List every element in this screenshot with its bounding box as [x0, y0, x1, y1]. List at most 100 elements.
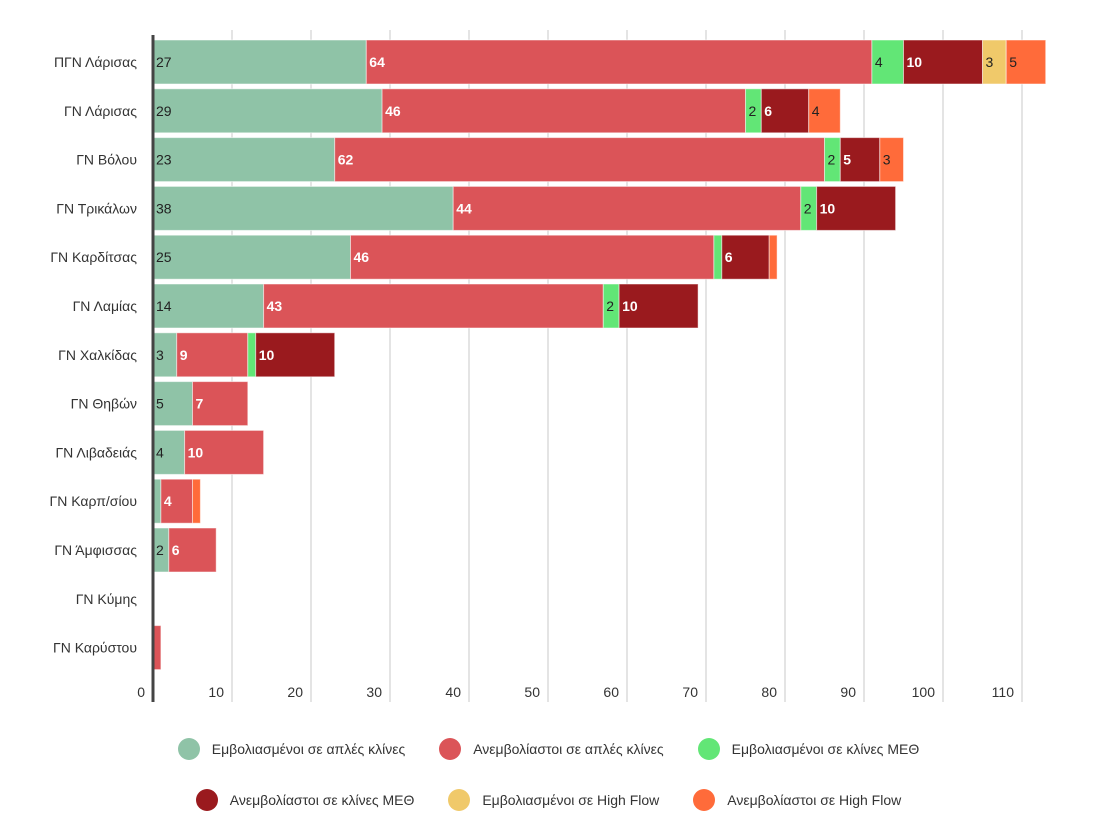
legend-swatch-icon — [697, 738, 720, 760]
legend-item[interactable]: Εμβολιασμένοι σε απλές κλίνες — [177, 738, 406, 760]
category-label: ΓΝ Χαλκίδας — [58, 347, 137, 363]
bar-segment — [1005, 39, 1047, 85]
bar-segment — [808, 88, 841, 134]
x-tick-label: 60 — [603, 684, 619, 700]
data-label: 6 — [725, 249, 733, 265]
bar-segment — [618, 283, 699, 329]
legend-item[interactable]: Εμβολιασμένοι σε κλίνες ΜΕΘ — [697, 738, 920, 760]
data-label: 38 — [156, 200, 172, 216]
data-label: 7 — [196, 396, 204, 412]
legend-item[interactable]: Ανεμβολίαστοι σε απλές κλίνες — [439, 738, 664, 760]
bar-segment — [152, 137, 336, 183]
legend-swatch-icon — [195, 789, 218, 811]
bar-segment — [192, 478, 201, 524]
data-label: 5 — [1009, 54, 1017, 70]
bar-segment — [871, 39, 905, 85]
data-label: 46 — [385, 103, 401, 119]
bar-segment — [816, 185, 897, 231]
legend-swatch-icon — [177, 738, 200, 760]
x-tick-label: 100 — [912, 684, 936, 700]
data-label: 62 — [338, 152, 354, 168]
legend-swatch-icon — [448, 789, 471, 811]
bar-segment — [168, 527, 217, 573]
legend-label: Ανεμβολίαστοι σε κλίνες ΜΕΘ — [229, 792, 415, 808]
category-label: ΓΝ Λαμίας — [73, 298, 138, 314]
legend-row-2: Ανεμβολίαστοι σε κλίνες ΜΕΘ Εμβολιασμένοι… — [0, 789, 1097, 811]
x-tick-label: 0 — [137, 684, 145, 700]
x-tick-label: 40 — [445, 684, 461, 700]
data-label: 43 — [267, 298, 283, 314]
legend-item[interactable]: Εμβολιασμένοι σε High Flow — [448, 789, 659, 811]
x-tick-label: 80 — [761, 684, 777, 700]
x-tick-label: 20 — [287, 684, 303, 700]
bar-segment — [160, 478, 193, 524]
data-label: 4 — [812, 103, 820, 119]
data-label: 6 — [172, 542, 180, 558]
data-label: 2 — [749, 103, 757, 119]
legend-label: Εμβολιασμένοι σε απλές κλίνες — [211, 741, 406, 757]
data-label: 25 — [156, 249, 172, 265]
data-label: 14 — [156, 298, 172, 314]
data-label: 3 — [883, 152, 891, 168]
x-tick-label: 110 — [992, 684, 1015, 700]
category-label: ΓΝ Βόλου — [76, 152, 137, 168]
x-tick-label: 50 — [524, 684, 540, 700]
bar-segment — [381, 88, 746, 134]
category-label: ΓΝ Κύμης — [76, 591, 138, 607]
x-tick-label: 30 — [366, 684, 382, 700]
bar-segment — [184, 429, 265, 475]
category-label: ΓΝ Καρδίτσας — [50, 249, 137, 265]
bar-segment — [452, 185, 802, 231]
data-label: 2 — [156, 542, 164, 558]
data-label: 3 — [986, 54, 994, 70]
data-label: 4 — [875, 54, 883, 70]
data-label: 10 — [820, 200, 836, 216]
legend-label: Ανεμβολίαστοι σε High Flow — [727, 792, 902, 808]
legend-label: Ανεμβολίαστοι σε απλές κλίνες — [473, 741, 664, 757]
data-label: 10 — [622, 298, 638, 314]
category-label: ΓΝ Λιβαδειάς — [55, 444, 137, 460]
x-tick-label: 10 — [208, 684, 224, 700]
data-label: 23 — [156, 152, 172, 168]
bar-segment — [152, 185, 454, 231]
data-label: 4 — [156, 444, 164, 460]
category-label: ΓΝ Λάρισας — [64, 103, 137, 119]
data-label: 44 — [456, 200, 472, 216]
bar-segment — [255, 332, 336, 378]
legend-label: Εμβολιασμένοι σε High Flow — [482, 792, 660, 808]
bar-segment — [350, 234, 715, 280]
legend-item[interactable]: Ανεμβολίαστοι σε κλίνες ΜΕΘ — [195, 789, 415, 811]
data-label: 5 — [156, 396, 164, 412]
category-label: ΓΝ Άμφισσας — [54, 542, 137, 558]
data-label: 10 — [188, 444, 204, 460]
bar-segment — [713, 234, 723, 280]
legend-label: Εμβολιασμένοι σε κλίνες ΜΕΘ — [731, 741, 920, 757]
legend-item[interactable]: Ανεμβολίαστοι σε High Flow — [693, 789, 901, 811]
data-label: 5 — [843, 152, 851, 168]
data-label: 2 — [606, 298, 614, 314]
bar-segment — [768, 234, 778, 280]
legend-swatch-icon — [693, 789, 716, 811]
data-label: 27 — [156, 54, 172, 70]
legend-swatch-icon — [439, 738, 462, 760]
bar-segment — [152, 39, 367, 85]
data-label: 64 — [369, 54, 385, 70]
data-label: 46 — [354, 249, 370, 265]
bar-segment — [247, 332, 257, 378]
bar-segment — [334, 137, 825, 183]
bar-segment — [903, 39, 983, 85]
category-label: ΓΝ Καρπ/σίου — [50, 493, 137, 509]
bar-segment — [839, 137, 881, 183]
data-label: 4 — [164, 493, 172, 509]
x-tick-label: 70 — [682, 684, 698, 700]
x-tick-label: 90 — [840, 684, 856, 700]
bar-segment — [879, 137, 904, 183]
bar-segment — [263, 283, 604, 329]
data-label: 10 — [907, 54, 923, 70]
category-label: ΓΝ Θηβών — [71, 396, 137, 412]
bar-segment — [721, 234, 770, 280]
data-label: 29 — [156, 103, 172, 119]
legend-row-1: Εμβολιασμένοι σε απλές κλίνες Ανεμβολίαστ… — [0, 738, 1097, 760]
